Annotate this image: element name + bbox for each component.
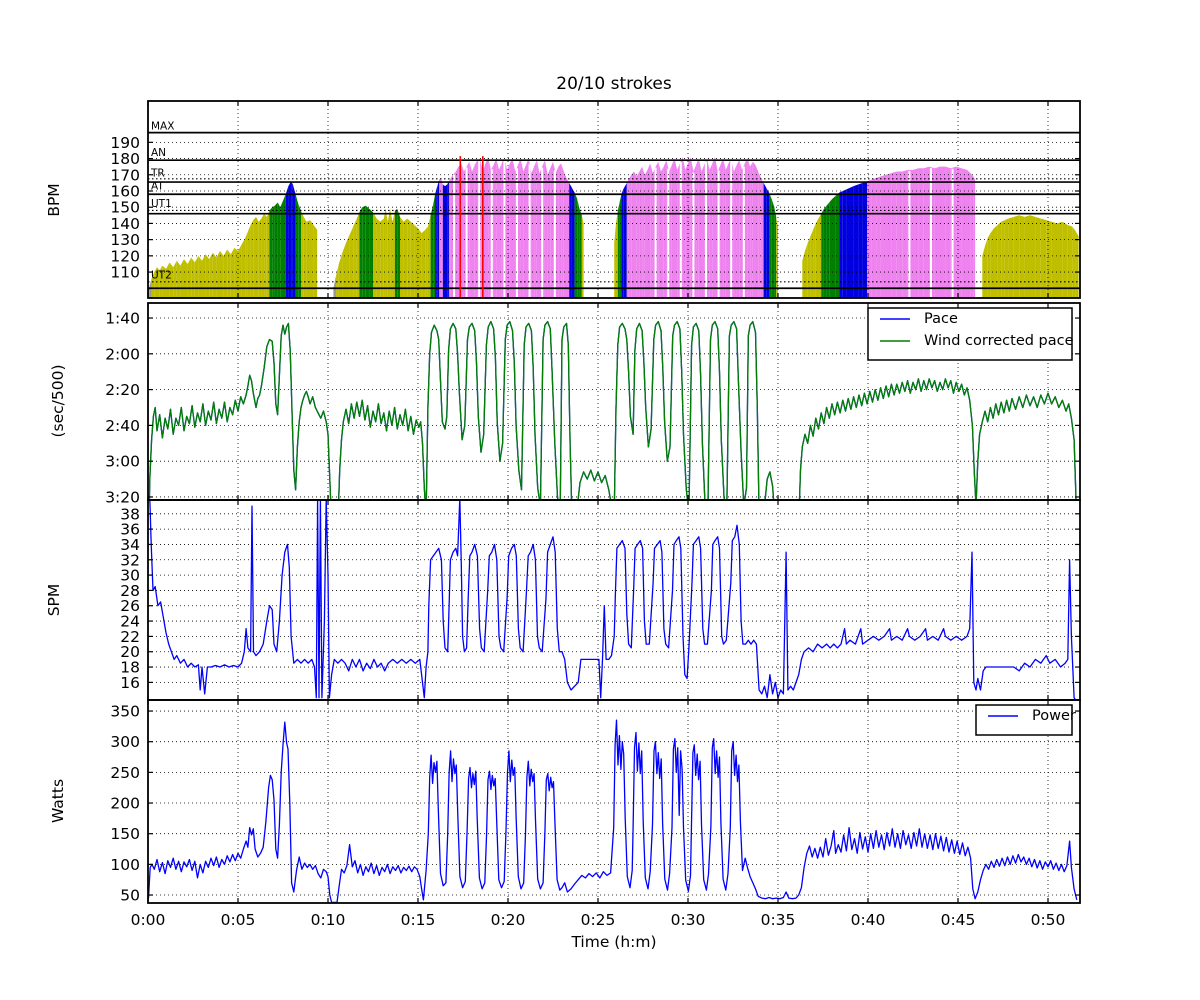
y-tick-label: 3:20 [105,488,140,506]
y-tick-label: 20 [120,643,140,661]
y-tick-label: 36 [120,521,140,539]
x-tick-label: 0:40 [851,911,886,929]
y-tick-label: 24 [120,613,140,631]
hr-zone-fill [148,156,1079,298]
chart-title: 20/10 strokes [556,74,672,94]
y-tick-label: 2:40 [105,417,140,435]
y-tick-label: 200 [110,795,140,813]
x-tick-label: 0:50 [1031,911,1066,929]
y-tick-label: 18 [120,659,140,677]
y-tick-label: 190 [110,134,140,152]
y-tick-label: 120 [110,247,140,265]
x-tick-label: 0:00 [131,911,166,929]
y-tick-label: 350 [110,703,140,721]
y-tick-label: 28 [120,582,140,600]
y-tick-label: 140 [110,215,140,233]
y-tick-label: 26 [120,597,140,615]
legend-label: Pace [924,311,958,327]
plot-border [147,100,1081,299]
y-tick-label: 250 [110,764,140,782]
x-tick-label: 0:15 [401,911,436,929]
y-tick-label: 34 [120,536,140,554]
tick-marks [147,700,1080,903]
y-tick-label: 16 [120,674,140,692]
y-tick-label: 300 [110,733,140,751]
y-tick-label: 150 [110,199,140,217]
series-power [148,719,1078,903]
legend-label: Power [1032,708,1076,724]
hr-zone-label-ut1: UT1 [151,198,172,210]
hr-zone-label-max: MAX [151,120,174,132]
x-tick-label: 0:45 [941,911,976,929]
y-tick-label: 32 [120,551,140,569]
series-spm [149,500,1077,700]
y-tick-label: 22 [120,628,140,646]
hr-zone-label-ut2: UT2 [151,270,172,282]
y-tick-label: 180 [110,150,140,168]
hr-zone-label-tr: TR [150,167,165,179]
y-tick-label: 2:00 [105,345,140,363]
y-tick-label: 110 [110,264,140,282]
plot-border [147,699,1081,904]
legend-label: Wind corrected pace [924,333,1074,349]
x-tick-label: 0:10 [311,911,346,929]
x-tick-label: 0:35 [761,911,796,929]
y-tick-label: 170 [110,166,140,184]
power-legend: Power [975,704,1076,736]
pace-subplot: 1:40 2:00 2:20 2:40 3:00 3:20 Pace Wind correct… [105,302,1081,506]
y-tick-label: 30 [120,567,140,585]
series-wind-corrected-pace [148,320,1077,500]
y-tick-label: 130 [110,231,140,249]
y-tick-label: 1:40 [105,310,140,328]
hr-zone-label-at: AT [151,180,164,192]
plot-border [147,499,1081,701]
y-tick-label: 38 [120,505,140,523]
tick-marks [147,500,1080,700]
y-tick-label: 150 [110,825,140,843]
y-tick-label: 3:00 [105,453,140,471]
hr-zone-label-an: AN [151,147,166,159]
y-tick-label: 50 [120,887,140,905]
x-tick-label: 0:25 [581,911,616,929]
grid [147,101,1080,298]
power-subplot: 50 100 150 200 250 300 350 0:00 0:05 0:10 0:15 0:20… [110,699,1081,929]
x-tick-label: 0:30 [671,911,706,929]
x-tick-label: 0:20 [491,911,526,929]
y-tick-label: 2:20 [105,381,140,399]
tick-marks [147,101,1080,298]
y-tick-label: 160 [110,182,140,200]
grid [147,500,1080,700]
y-tick-label: 100 [110,856,140,874]
x-tick-label: 0:05 [221,911,256,929]
pace-legend: Pace Wind corrected pace [867,307,1074,361]
x-axis-label: Time (h:m) [571,933,657,951]
